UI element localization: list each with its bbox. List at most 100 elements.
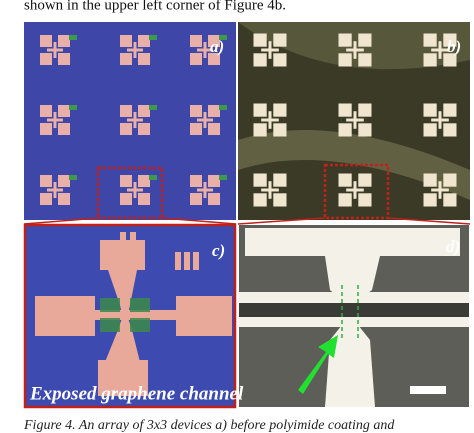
device-part bbox=[120, 123, 132, 135]
device-part bbox=[138, 123, 150, 135]
device-part bbox=[69, 175, 77, 180]
device-part bbox=[338, 123, 352, 137]
device-part bbox=[53, 112, 57, 128]
device-part bbox=[443, 33, 457, 47]
device-part bbox=[190, 175, 202, 187]
device-part bbox=[253, 123, 267, 137]
device-part bbox=[273, 33, 287, 47]
device-part bbox=[120, 35, 132, 47]
device-part bbox=[253, 173, 267, 187]
caption: Figure 4. An array of 3x3 devices a) bef… bbox=[23, 418, 395, 433]
device-part bbox=[443, 173, 457, 187]
zoom-box bbox=[96, 166, 164, 220]
device-part bbox=[253, 53, 267, 67]
device-part bbox=[338, 173, 352, 187]
device-part bbox=[208, 175, 220, 187]
device-part bbox=[40, 105, 52, 117]
device-part bbox=[190, 53, 202, 65]
device-part bbox=[69, 35, 77, 40]
device-part bbox=[208, 35, 220, 47]
device-part bbox=[208, 123, 220, 135]
device-part bbox=[58, 123, 70, 135]
device-part bbox=[273, 103, 287, 117]
device-part bbox=[358, 33, 372, 47]
device-part bbox=[253, 103, 267, 117]
device-part bbox=[190, 193, 202, 205]
device-part bbox=[69, 105, 77, 110]
device-part bbox=[203, 182, 207, 198]
device-part bbox=[338, 53, 352, 67]
annotation: Exposed graphene channel bbox=[29, 383, 244, 404]
device-part bbox=[133, 182, 137, 198]
device-part bbox=[138, 35, 150, 47]
device-part bbox=[203, 42, 207, 58]
device-part bbox=[138, 193, 150, 205]
device-part bbox=[268, 111, 272, 129]
device-part bbox=[219, 105, 227, 110]
device-part bbox=[353, 181, 357, 199]
panel-b-glare bbox=[238, 130, 470, 200]
device-part bbox=[203, 112, 207, 128]
device-part bbox=[53, 42, 57, 58]
device-part bbox=[443, 123, 457, 137]
panel-label: a) bbox=[210, 37, 224, 56]
alignment-marks bbox=[175, 252, 199, 270]
device-part bbox=[58, 193, 70, 205]
panel-label: c) bbox=[212, 241, 225, 260]
device-part bbox=[358, 193, 372, 207]
device-part bbox=[423, 53, 437, 67]
zoom-box bbox=[323, 163, 390, 220]
device-part bbox=[58, 53, 70, 65]
device-part bbox=[40, 123, 52, 135]
device-part bbox=[190, 35, 202, 47]
zoom-line bbox=[23, 217, 99, 225]
device-part bbox=[190, 123, 202, 135]
device-part bbox=[423, 193, 437, 207]
device-part bbox=[149, 175, 157, 180]
device-part bbox=[253, 33, 267, 47]
device-part bbox=[120, 53, 132, 65]
device-part bbox=[443, 103, 457, 117]
device-part bbox=[338, 33, 352, 47]
device-part bbox=[120, 193, 132, 205]
device-zoom bbox=[35, 232, 232, 396]
device-part bbox=[273, 123, 287, 137]
device-part bbox=[273, 53, 287, 67]
device-part bbox=[438, 41, 442, 59]
device-part bbox=[58, 175, 70, 187]
device-part bbox=[190, 105, 202, 117]
device-part bbox=[58, 35, 70, 47]
device-part bbox=[219, 175, 227, 180]
device-part bbox=[40, 53, 52, 65]
device-part bbox=[40, 175, 52, 187]
device-part bbox=[58, 105, 70, 117]
device-part bbox=[358, 123, 372, 137]
device-part bbox=[133, 42, 137, 58]
device-part bbox=[149, 35, 157, 40]
device-part bbox=[40, 35, 52, 47]
device-part bbox=[219, 35, 227, 40]
device-part bbox=[338, 193, 352, 207]
device-part bbox=[53, 182, 57, 198]
device-part bbox=[353, 111, 357, 129]
device-part bbox=[138, 53, 150, 65]
zoom-line bbox=[387, 217, 471, 225]
device-part bbox=[138, 105, 150, 117]
device-part bbox=[208, 53, 220, 65]
arrow bbox=[298, 335, 338, 394]
device-part bbox=[358, 53, 372, 67]
device-part bbox=[358, 173, 372, 187]
device-part bbox=[273, 173, 287, 187]
scale-bar bbox=[410, 386, 446, 394]
panel-label: b) bbox=[447, 37, 461, 56]
device-part bbox=[149, 105, 157, 110]
device-part bbox=[423, 173, 437, 187]
device-part bbox=[423, 103, 437, 117]
device-part bbox=[438, 181, 442, 199]
device-part bbox=[120, 105, 132, 117]
device-part bbox=[443, 193, 457, 207]
device-part bbox=[208, 193, 220, 205]
device-part bbox=[40, 193, 52, 205]
